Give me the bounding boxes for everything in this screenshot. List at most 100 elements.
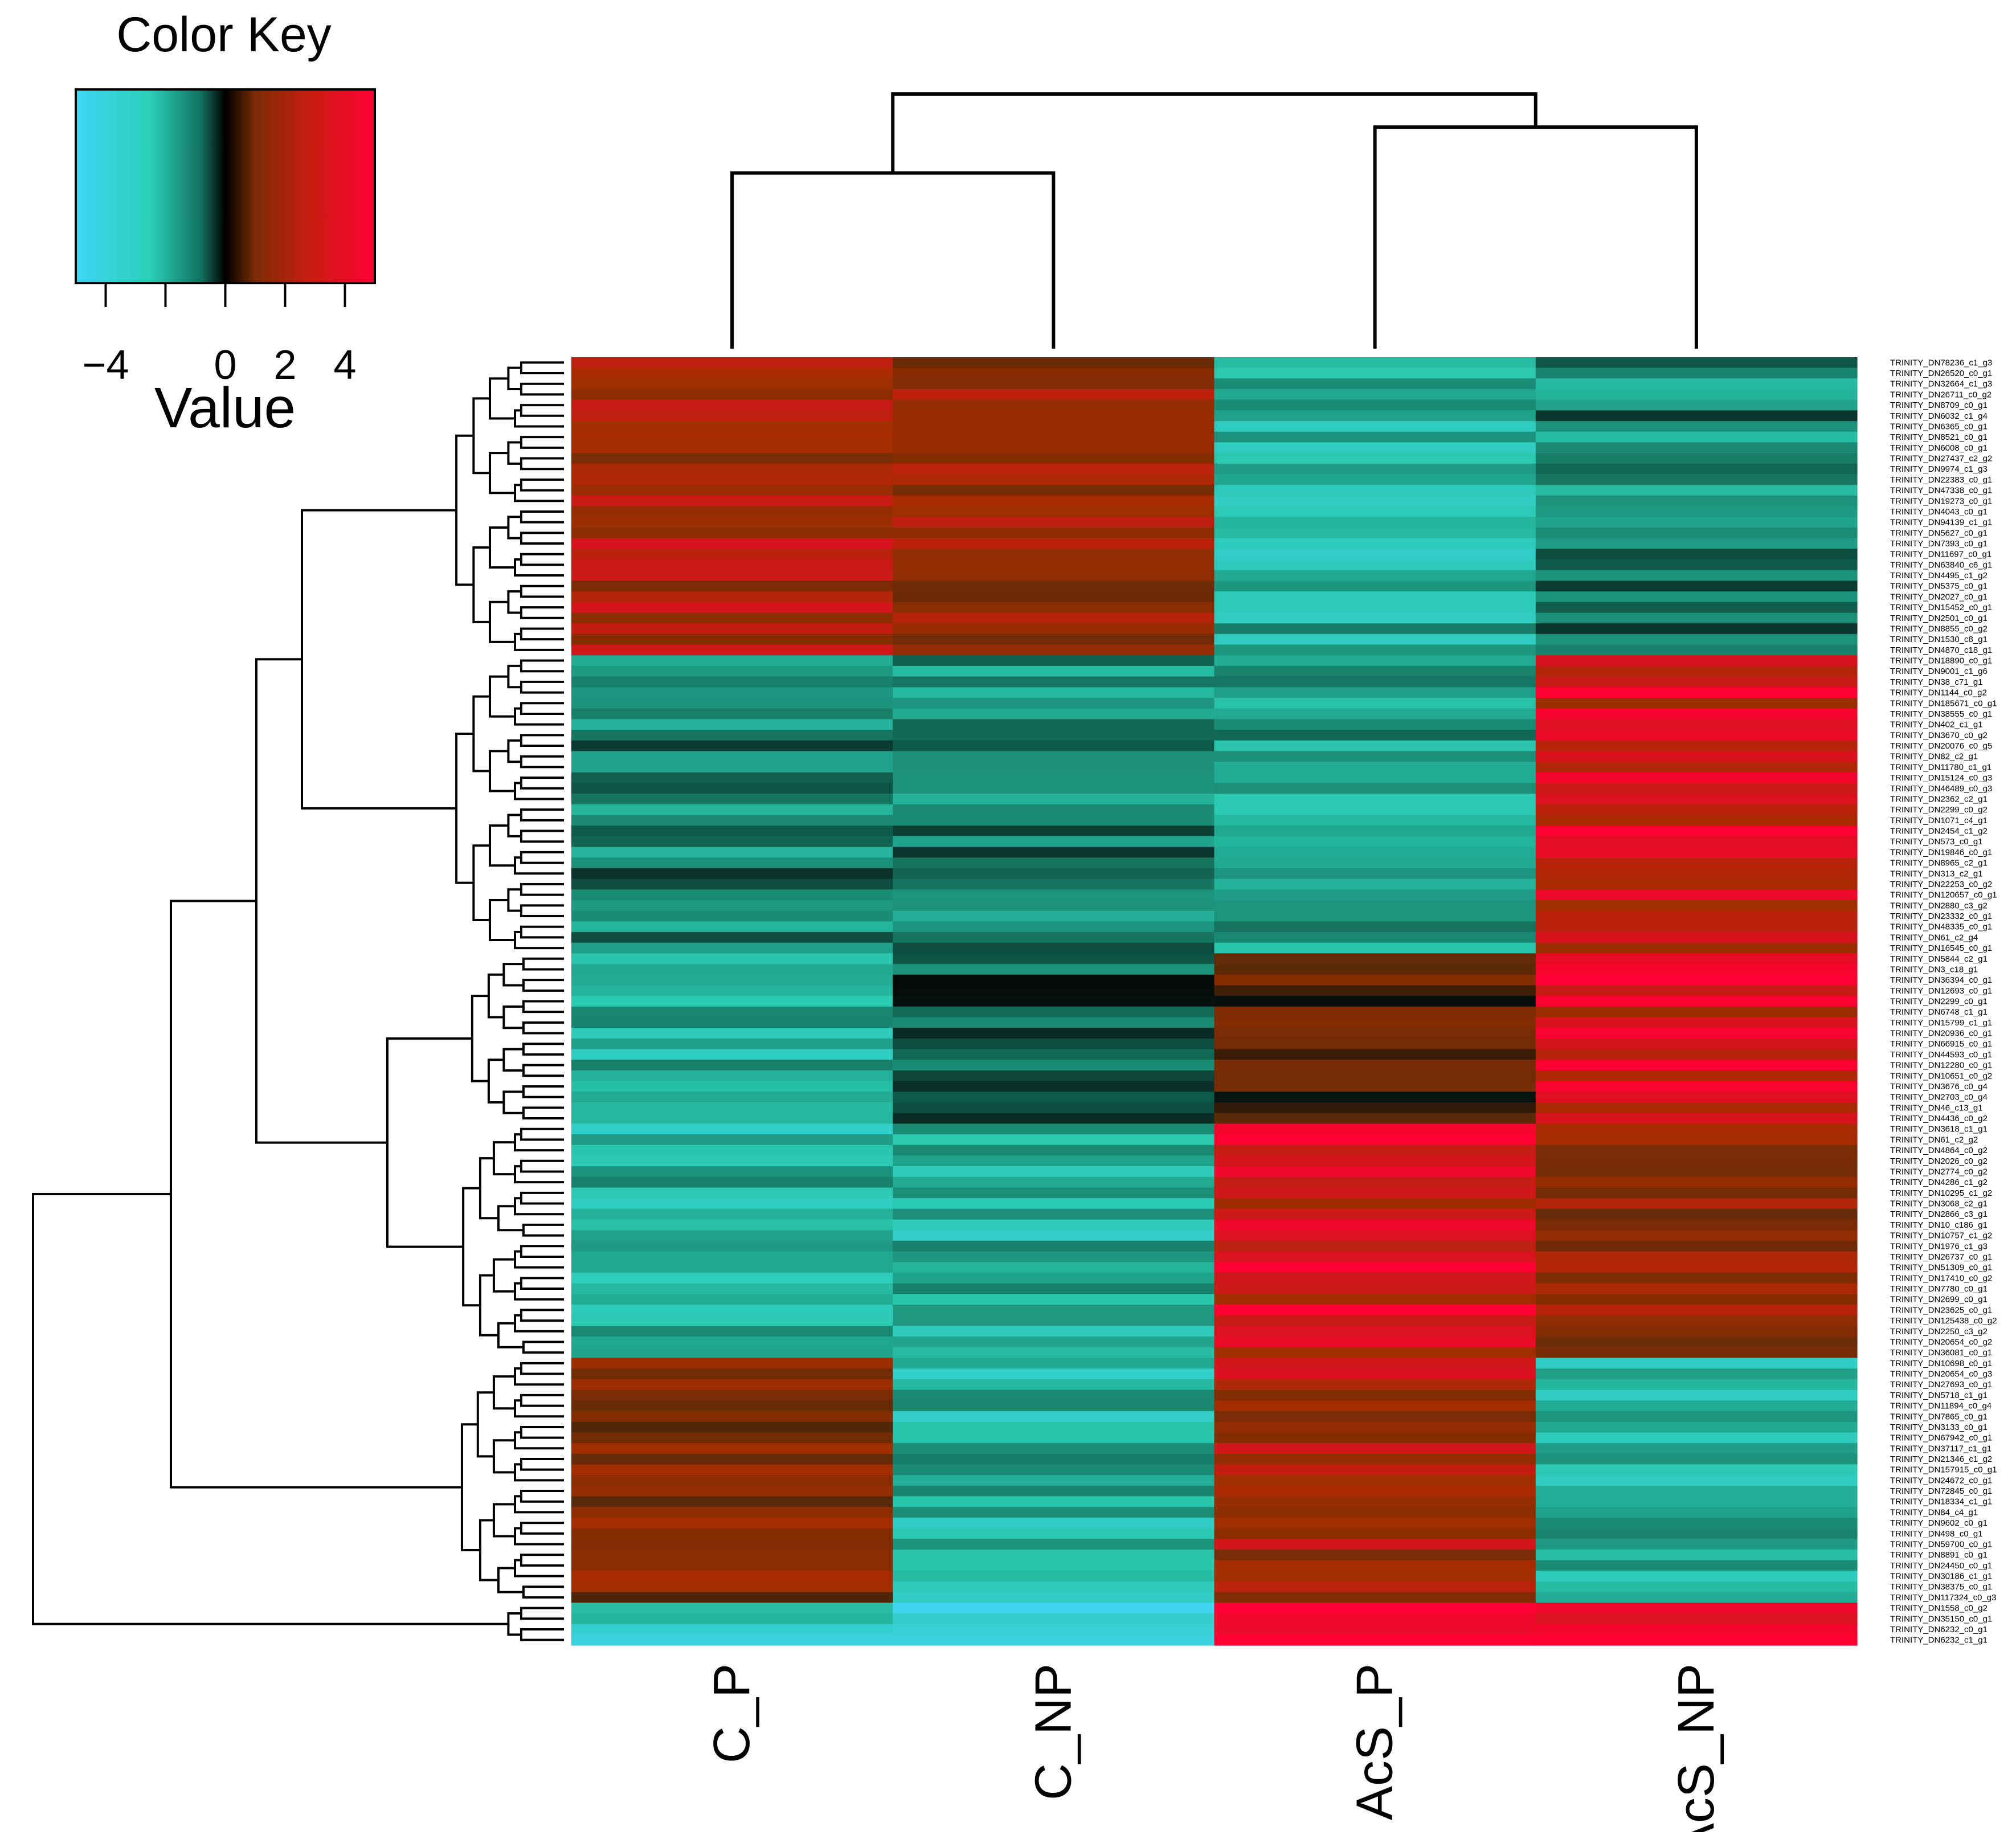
heatmap-cell: [571, 900, 893, 912]
row-dendrogram-branch: [522, 1064, 564, 1077]
heatmap-cell: [893, 549, 1215, 560]
row-dendrogram-branch: [520, 382, 564, 396]
heatmap-cell: [893, 1134, 1215, 1146]
heatmap-cell: [1214, 889, 1536, 901]
heatmap-cell: [1535, 602, 1858, 614]
row-dendrogram-branch: [520, 457, 564, 471]
row-label: TRINITY_DN66915_c0_g1: [1890, 1039, 1992, 1049]
heatmap-cell: [571, 559, 893, 571]
heatmap-cell: [1214, 612, 1536, 624]
heatmap-cell: [1535, 953, 1858, 965]
heatmap-cell: [571, 1208, 893, 1220]
heatmap-cell: [1214, 900, 1536, 912]
heatmap-cell: [893, 1411, 1215, 1423]
heatmap-cell: [1535, 1060, 1858, 1071]
row-label: TRINITY_DN2250_c3_g2: [1890, 1327, 1988, 1337]
heatmap-cell: [1535, 751, 1858, 762]
color-key-tick-label: 2: [273, 342, 296, 388]
row-dendrogram-branch: [520, 1607, 564, 1620]
row-dendrogram-branch: [170, 900, 462, 1489]
heatmap-cell: [893, 857, 1215, 869]
heatmap-cell: [1535, 570, 1858, 582]
heatmap-cell: [1535, 1092, 1858, 1103]
row-label: TRINITY_DN20076_c0_g5: [1890, 741, 1992, 751]
row-dendrogram-branch: [502, 1048, 524, 1072]
heatmap-cell: [1214, 1219, 1536, 1231]
row-label: TRINITY_DN10698_c0_g1: [1890, 1359, 1992, 1368]
row-dendrogram-branch: [520, 1245, 564, 1258]
heatmap-cell: [893, 495, 1215, 507]
heatmap-cell: [893, 1358, 1215, 1369]
heatmap-cell: [893, 1368, 1215, 1380]
heatmap-cell: [571, 730, 893, 741]
heatmap-cell: [571, 549, 893, 560]
heatmap-cell: [571, 1337, 893, 1348]
row-label: TRINITY_DN44593_c0_g1: [1890, 1050, 1992, 1060]
row-label: TRINITY_DN8891_c0_g1: [1890, 1550, 1988, 1560]
heatmap-cell: [1214, 1070, 1536, 1082]
heatmap-cell: [893, 1453, 1215, 1465]
heatmap-cell: [1214, 1603, 1536, 1614]
row-label: TRINITY_DN4870_c18_g1: [1890, 645, 1992, 655]
heatmap-cell: [571, 1507, 893, 1518]
heatmap-cell: [1535, 367, 1858, 379]
heatmap-cell: [571, 1475, 893, 1486]
heatmap-cell: [893, 676, 1215, 688]
row-dendrogram-branch: [520, 1458, 564, 1471]
heatmap-cell: [571, 399, 893, 411]
heatmap-cell: [571, 1571, 893, 1582]
row-label: TRINITY_DN22253_c0_g2: [1890, 880, 1992, 889]
heatmap-cell: [893, 794, 1215, 805]
heatmap-cell: [1214, 1326, 1536, 1337]
row-label: TRINITY_DN38_c71_g1: [1890, 677, 1983, 687]
row-dendrogram-branch: [522, 1585, 564, 1599]
heatmap-cell: [1214, 1006, 1536, 1018]
row-label: TRINITY_DN2362_c2_g1: [1890, 794, 1988, 804]
heatmap-cell: [571, 921, 893, 933]
row-label: TRINITY_DN4043_c0_g1: [1890, 507, 1988, 517]
row-dendrogram-branch: [502, 1005, 524, 1029]
heatmap-cell: [571, 1592, 893, 1603]
heatmap-cell: [1214, 527, 1536, 539]
heatmap-cell: [571, 740, 893, 751]
row-label: TRINITY_DN4286_c1_g2: [1890, 1178, 1988, 1187]
row-dendrogram-branch: [507, 888, 521, 912]
heatmap-cell: [1214, 676, 1536, 688]
row-dendrogram-branch: [479, 1157, 498, 1220]
heatmap-cell: [1535, 1368, 1858, 1380]
heatmap-cell: [1214, 708, 1536, 720]
heatmap-cell: [571, 581, 893, 592]
row-dendrogram-branch: [520, 436, 564, 449]
row-dendrogram-branch: [497, 1205, 524, 1232]
heatmap-cell: [893, 453, 1215, 464]
heatmap-cell: [893, 570, 1215, 582]
heatmap-cell: [1214, 549, 1536, 560]
row-label: TRINITY_DN63840_c6_g1: [1890, 560, 1992, 570]
heatmap-cell: [1214, 1305, 1536, 1316]
heatmap-cell: [571, 1017, 893, 1028]
heatmap-cell: [571, 634, 893, 645]
heatmap-cell: [571, 751, 893, 762]
heatmap-cell: [1535, 985, 1858, 996]
heatmap-cell: [571, 1006, 893, 1018]
heatmap-cell: [893, 1017, 1215, 1028]
heatmap-cell: [1214, 410, 1536, 422]
row-dendrogram-branch: [492, 1141, 515, 1176]
row-label: TRINITY_DN61_c2_g4: [1890, 933, 1978, 942]
row-dendrogram-branch: [520, 1159, 564, 1173]
heatmap-cell: [1214, 1571, 1536, 1582]
heatmap-cell: [1535, 1134, 1858, 1146]
heatmap-cell: [893, 1624, 1215, 1635]
heatmap-cell: [1214, 623, 1536, 635]
row-label: TRINITY_DN5627_c0_g1: [1890, 528, 1988, 538]
row-dendrogram-branch: [520, 1191, 564, 1205]
heatmap-cell: [1214, 1475, 1536, 1486]
heatmap-cell: [1535, 1326, 1858, 1337]
heatmap-cell: [1535, 591, 1858, 603]
heatmap-cell: [893, 1198, 1215, 1209]
row-dendrogram-branch: [507, 366, 521, 391]
heatmap-cell: [893, 1347, 1215, 1359]
row-dendrogram-branch: [522, 1085, 564, 1098]
heatmap-cell: [571, 421, 893, 432]
heatmap-cell: [893, 1432, 1215, 1444]
